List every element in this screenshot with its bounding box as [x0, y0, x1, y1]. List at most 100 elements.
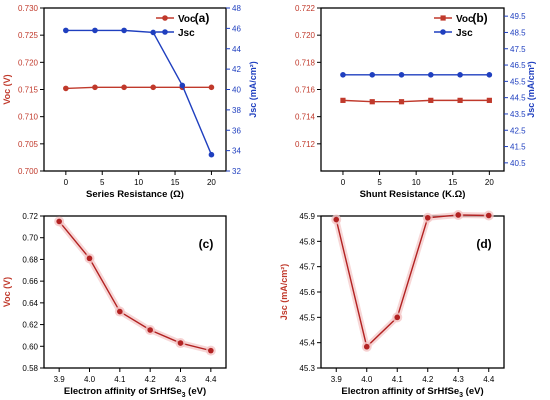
y-tick-label-left: 0.66	[22, 277, 38, 286]
y-axis-label-left: Voc (V)	[2, 74, 12, 104]
plot-frame	[43, 7, 227, 172]
x-axis-label: Electron affinity of SrHfSe3 (eV)	[64, 386, 206, 399]
data-point	[63, 85, 69, 92]
y-tick-label-left: 45.9	[299, 212, 315, 221]
y-tick-label-left: 45.8	[299, 237, 315, 246]
y-axis-label-right: Jsc (mA/cm²)	[248, 61, 258, 118]
y-tick-label-left: 0.72	[22, 212, 38, 221]
y-tick-label-right: 43.5	[510, 110, 526, 119]
data-point	[208, 84, 215, 91]
data-point	[457, 72, 463, 78]
data-point	[340, 97, 346, 103]
panel-label: (b)	[472, 11, 487, 25]
data-point	[208, 347, 214, 354]
y-tick-label-right: 49.5	[510, 12, 526, 21]
y-tick-label-right: 36	[232, 126, 241, 135]
y-tick-label-right: 34	[232, 147, 241, 156]
x-tick-label: 4.0	[361, 375, 373, 384]
data-point	[150, 29, 156, 36]
y-tick-label-left: 45.7	[299, 263, 315, 272]
y-axis-label-right: Jsc (mA/cm²)	[526, 61, 536, 118]
x-tick-label: 4.3	[453, 375, 465, 384]
legend-marker	[162, 15, 168, 21]
data-point	[398, 72, 405, 78]
y-tick-label-right: 42.5	[510, 126, 526, 135]
data-point	[333, 216, 340, 223]
data-point	[340, 72, 346, 78]
y-tick-label-left: 0.714	[295, 113, 316, 122]
x-tick-label: 10	[134, 178, 143, 187]
panel-label: (c)	[199, 237, 214, 251]
y-tick-label-right: 40.5	[510, 159, 526, 168]
panel-2: 0 5 10 15 20 0.712 0.714 0.716 0.718 0.720 0.722 40…	[295, 4, 536, 200]
data-point	[369, 99, 375, 105]
y-tick-label-left: 0.715	[18, 86, 39, 95]
x-axis-label: Series Resistance (Ω)	[86, 189, 184, 200]
y-axis-label-left: Voc (V)	[2, 277, 12, 307]
y-tick-label-right: 32	[232, 167, 241, 176]
y-tick-label-left: 0.705	[18, 140, 39, 149]
data-point	[428, 97, 434, 103]
data-point	[457, 97, 463, 103]
data-point	[363, 343, 370, 350]
y-tick-label-right: 45.5	[510, 77, 526, 86]
x-tick-label: 5	[100, 178, 105, 187]
y-tick-label-left: 0.722	[295, 4, 316, 13]
legend-marker	[162, 29, 168, 35]
data-point	[455, 212, 462, 218]
x-tick-label: 4.1	[114, 375, 126, 384]
y-tick-label-left: 0.64	[22, 299, 38, 308]
y-tick-label-left: 0.718	[295, 58, 316, 67]
x-tick-label: 4.4	[205, 375, 217, 384]
legend-label: Jsc	[178, 28, 195, 39]
plot-frame	[320, 7, 505, 172]
y-tick-label-right: 42	[232, 65, 241, 74]
panel-3: 3.9 4.0 4.1 4.2 4.3 4.4 0.58 0.60 0.62 0.64 0.66 0.…	[2, 212, 227, 399]
data-point	[121, 27, 127, 34]
y-tick-label-left: 45.6	[299, 288, 315, 297]
y-tick-label-left: 0.712	[295, 140, 316, 149]
y-tick-label-left: 0.725	[18, 31, 39, 40]
y-tick-label-left: 45.3	[299, 364, 315, 373]
y-tick-label-left: 0.730	[18, 4, 39, 13]
data-point	[121, 84, 127, 91]
y-axis-label-left: Jsc (mA/cm²)	[279, 264, 289, 321]
data-point	[424, 214, 431, 221]
data-point	[63, 27, 69, 34]
series-halo	[56, 219, 212, 354]
series-halo	[333, 211, 489, 350]
panel-label: (d)	[476, 237, 491, 251]
data-point	[179, 82, 186, 89]
x-tick-label: 20	[485, 178, 494, 187]
panel-1: 0 5 10 15 20 0.700 0.705 0.710 0.715 0.720 0.725 0.…	[2, 4, 258, 200]
x-tick-label: 4.4	[483, 375, 495, 384]
y-tick-label-left: 0.700	[18, 167, 39, 176]
y-tick-label-left: 0.58	[22, 364, 38, 373]
y-tick-label-right: 48	[232, 4, 241, 13]
x-tick-label: 4.2	[145, 375, 157, 384]
data-point	[369, 72, 376, 78]
y-tick-label-right: 44	[232, 45, 241, 54]
y-tick-label-right: 44.5	[510, 94, 526, 103]
x-tick-label: 15	[171, 178, 180, 187]
series-line	[58, 220, 212, 352]
data-point	[485, 212, 492, 219]
data-point	[486, 72, 493, 78]
x-tick-label: 4.3	[175, 375, 187, 384]
panel-4: 3.9 4.0 4.1 4.2 4.3 4.4 45.3 45.4 45.5 45.6 45.7 45…	[279, 209, 505, 399]
y-tick-label-right: 38	[232, 106, 241, 115]
x-tick-label: 10	[412, 178, 421, 187]
y-tick-label-right: 41.5	[510, 143, 526, 152]
y-tick-label-left: 0.720	[295, 31, 316, 40]
series-line	[342, 99, 490, 103]
data-point	[398, 99, 405, 105]
data-point	[150, 84, 156, 91]
legend-marker	[440, 15, 446, 21]
x-tick-label: 0	[341, 178, 346, 187]
plot-frame	[43, 215, 227, 369]
data-point	[92, 84, 98, 91]
y-tick-label-right: 47.5	[510, 45, 526, 54]
data-point	[56, 218, 62, 225]
series-line	[65, 29, 213, 155]
